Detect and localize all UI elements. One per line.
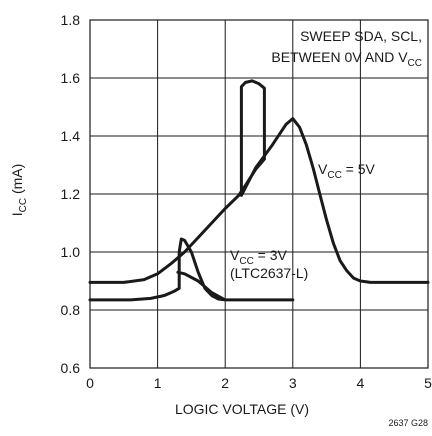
vcc5-label: VCC = 5V (318, 161, 376, 181)
y-tick-label: 0.8 (61, 302, 81, 318)
figure-id: 2637 G28 (388, 418, 428, 428)
x-tick-label: 4 (357, 375, 365, 391)
y-tick-label: 0.6 (61, 360, 81, 376)
series-vcc-5v-line (88, 79, 430, 284)
x-tick-label: 3 (289, 375, 297, 391)
y-tick-label: 1.2 (61, 186, 81, 202)
series-vcc-3v-line (88, 237, 295, 302)
x-tick-label: 0 (86, 375, 94, 391)
x-tick-label: 5 (424, 375, 432, 391)
vcc3-label: VCC = 3V (230, 247, 288, 267)
x-axis-title: LOGIC VOLTAGE (V) (175, 401, 309, 417)
x-tick-label: 2 (221, 375, 229, 391)
y-tick-label: 1.4 (61, 128, 81, 144)
x-tick-labels: 0 1 2 3 4 5 (86, 375, 432, 391)
y-tick-label: 1.0 (61, 244, 81, 260)
series-group (88, 79, 430, 302)
y-axis-title: ICC (mA) (9, 164, 29, 217)
y-tick-label: 1.8 (61, 12, 81, 28)
vcc3-part-label: (LTC2637-L) (230, 265, 308, 281)
grid (90, 20, 428, 368)
y-tick-label: 1.6 (61, 70, 81, 86)
y-tick-labels: 0.6 0.8 1.0 1.2 1.4 1.6 1.8 (61, 12, 81, 376)
sweep-annotation-line2: BETWEEN 0V AND VCC (271, 49, 422, 69)
x-tick-label: 1 (154, 375, 162, 391)
sweep-annotation-line1: SWEEP SDA, SCL, (300, 28, 422, 44)
plot-frame (89, 19, 429, 369)
